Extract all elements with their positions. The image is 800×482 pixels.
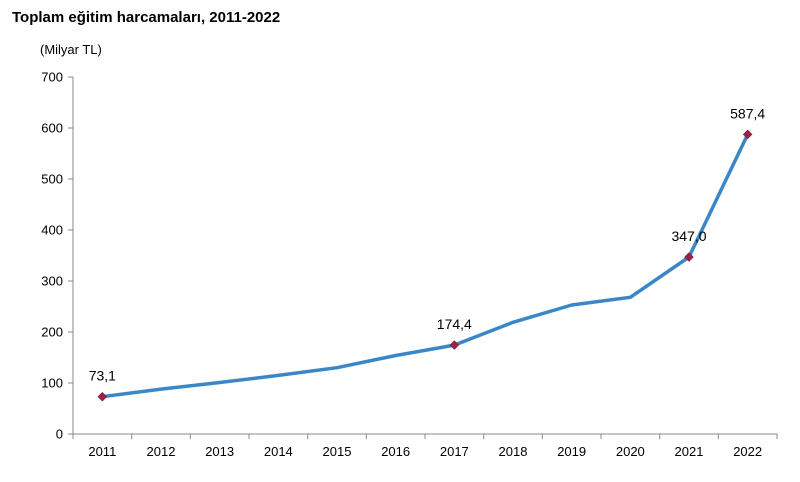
x-tick-label: 2021 — [675, 444, 704, 459]
chart-title: Toplam eğitim harcamaları, 2011-2022 — [12, 9, 281, 26]
data-point-marker — [684, 252, 694, 262]
x-tick-label: 2015 — [323, 444, 352, 459]
x-tick-label: 2012 — [147, 444, 176, 459]
x-tick-label: 2020 — [616, 444, 645, 459]
x-tick-label: 2017 — [440, 444, 469, 459]
y-tick-label: 0 — [56, 427, 63, 442]
data-label: 347,0 — [671, 228, 706, 244]
series-layer — [97, 129, 753, 402]
data-labels: 73,1 174,4 347,0 587,4 — [89, 105, 766, 383]
data-point-marker — [742, 129, 753, 140]
data-label: 73,1 — [89, 368, 116, 384]
data-label: 174,4 — [437, 316, 472, 332]
series-line — [100, 132, 750, 399]
x-tick-label: 2022 — [733, 444, 762, 459]
x-tick-label: 2019 — [557, 444, 586, 459]
y-tick-label: 400 — [41, 223, 63, 238]
x-tick-label: 2014 — [264, 444, 293, 459]
y-tick-label: 300 — [41, 274, 63, 289]
y-tick-label: 100 — [41, 376, 63, 391]
y-tick-label: 500 — [41, 172, 63, 187]
unit-label: (Milyar TL) — [40, 42, 102, 57]
data-point-marker — [97, 391, 108, 402]
axes: 0 100 200 300 400 500 600 700 2011 2012 2013 2014 20… — [41, 70, 778, 459]
y-tick-label: 600 — [41, 121, 63, 136]
data-point-marker — [449, 340, 460, 350]
x-tick-label: 2018 — [499, 444, 528, 459]
x-tick-label: 2016 — [381, 444, 410, 459]
y-tick-label: 200 — [41, 325, 63, 340]
x-tick-label: 2011 — [88, 444, 116, 459]
y-tick-label: 700 — [41, 70, 63, 85]
x-tick-label: 2013 — [205, 444, 234, 459]
data-label: 587,4 — [730, 105, 765, 121]
